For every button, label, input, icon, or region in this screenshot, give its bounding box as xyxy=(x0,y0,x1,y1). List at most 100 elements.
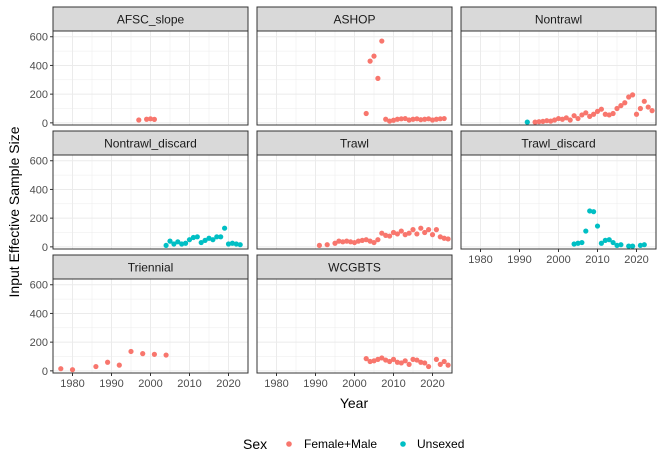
point-female-male xyxy=(441,115,447,122)
point-female-male xyxy=(437,234,443,240)
y-tick-label: 200 xyxy=(30,213,48,225)
point-female-male xyxy=(441,358,447,365)
point-female-male xyxy=(591,111,597,117)
point-unsexed xyxy=(594,223,601,229)
strip-label: AFSC_slope xyxy=(117,13,185,27)
panel-ashop: ASHOP xyxy=(256,6,453,126)
point-female-male xyxy=(359,237,365,243)
x-tick-label: 2000 xyxy=(342,378,366,390)
point-female-male xyxy=(540,118,546,125)
point-female-male xyxy=(144,116,150,122)
point-female-male xyxy=(575,115,581,122)
point-female-male xyxy=(367,58,373,64)
point-female-male xyxy=(390,356,397,362)
point-female-male xyxy=(418,117,424,123)
strip-background xyxy=(52,130,249,156)
point-unsexed xyxy=(183,240,189,246)
point-female-male xyxy=(441,235,447,241)
point-female-male xyxy=(418,359,424,365)
point-female-male xyxy=(626,94,632,100)
point-female-male xyxy=(622,100,628,106)
point-female-male xyxy=(383,116,389,122)
point-unsexed xyxy=(179,241,185,247)
point-female-male xyxy=(445,236,451,242)
point-unsexed xyxy=(618,242,624,248)
point-unsexed xyxy=(198,239,204,246)
point-female-male xyxy=(147,116,154,122)
point-female-male xyxy=(402,115,408,122)
point-female-male xyxy=(410,227,416,233)
point-female-male xyxy=(567,117,573,123)
x-tick-label: 1980 xyxy=(468,254,492,266)
x-tick-label: 1980 xyxy=(264,378,288,390)
point-unsexed xyxy=(186,237,193,243)
strip-label: Nontrawl_discard xyxy=(104,137,197,151)
point-female-male xyxy=(375,356,381,362)
x-axis-title: Year xyxy=(340,395,369,411)
strip-label: ASHOP xyxy=(333,13,375,27)
point-female-male xyxy=(340,239,346,245)
point-unsexed xyxy=(598,240,605,246)
strip-background xyxy=(52,254,249,280)
x-tick-label: 1980 xyxy=(60,378,84,390)
x-tick-label: 2010 xyxy=(381,378,405,390)
y-tick-label: 400 xyxy=(30,60,48,72)
point-unsexed xyxy=(225,241,232,247)
legend-label-unsexed: Unsexed xyxy=(417,437,464,451)
point-female-male xyxy=(433,227,439,233)
panels-layer: AFSC_slope 0 200 400 600 ASHOP Nontrawl Nontraw… xyxy=(30,6,657,390)
point-female-male xyxy=(163,352,169,358)
point-unsexed xyxy=(214,234,220,240)
point-female-male xyxy=(583,110,589,116)
point-female-male xyxy=(579,112,585,118)
point-female-male xyxy=(105,359,111,365)
point-female-male xyxy=(429,232,436,238)
point-unsexed xyxy=(571,241,577,247)
point-female-male xyxy=(548,118,554,124)
point-female-male xyxy=(433,356,439,362)
panel-trawl: Trawl xyxy=(256,130,453,250)
strip-background xyxy=(460,130,657,156)
point-female-male xyxy=(606,112,612,118)
strip-label: WCGBTS xyxy=(328,261,381,275)
x-tick-label: 1990 xyxy=(99,378,123,390)
point-female-male xyxy=(387,233,393,239)
point-female-male xyxy=(332,240,338,246)
point-female-male xyxy=(151,351,157,357)
y-axis-title: Input Effective Sample Size xyxy=(6,126,22,297)
point-female-male xyxy=(69,367,76,373)
point-female-male xyxy=(355,238,361,244)
legend-key-female-male xyxy=(286,441,292,447)
point-unsexed xyxy=(218,234,224,240)
point-female-male xyxy=(367,238,373,244)
x-tick-label: 2000 xyxy=(138,378,162,390)
point-unsexed xyxy=(194,234,200,240)
panel-afsc-slope: AFSC_slope 0 200 400 600 xyxy=(30,6,249,130)
point-female-male xyxy=(387,358,393,365)
point-unsexed xyxy=(626,243,632,249)
point-female-male xyxy=(394,231,400,237)
point-female-male xyxy=(383,357,389,363)
strip-background xyxy=(256,254,453,280)
point-female-male xyxy=(633,111,640,117)
point-female-male xyxy=(637,105,644,112)
strip-label: Trawl_discard xyxy=(521,137,595,151)
point-female-male xyxy=(406,117,412,123)
point-female-male xyxy=(398,360,404,366)
point-female-male xyxy=(402,232,408,238)
point-unsexed xyxy=(222,225,228,231)
point-female-male xyxy=(371,358,377,364)
point-female-male xyxy=(429,117,436,123)
point-unsexed xyxy=(163,242,169,249)
point-female-male xyxy=(422,116,428,122)
y-tick-label: 600 xyxy=(30,156,48,168)
point-female-male xyxy=(536,119,542,125)
point-female-male xyxy=(437,361,443,367)
strip-label: Nontrawl xyxy=(535,13,582,27)
point-female-male xyxy=(630,92,636,98)
point-female-male xyxy=(398,116,404,122)
y-tick-label: 600 xyxy=(30,32,48,44)
point-female-male xyxy=(563,115,569,121)
point-unsexed xyxy=(237,242,243,248)
point-female-male xyxy=(336,238,342,244)
